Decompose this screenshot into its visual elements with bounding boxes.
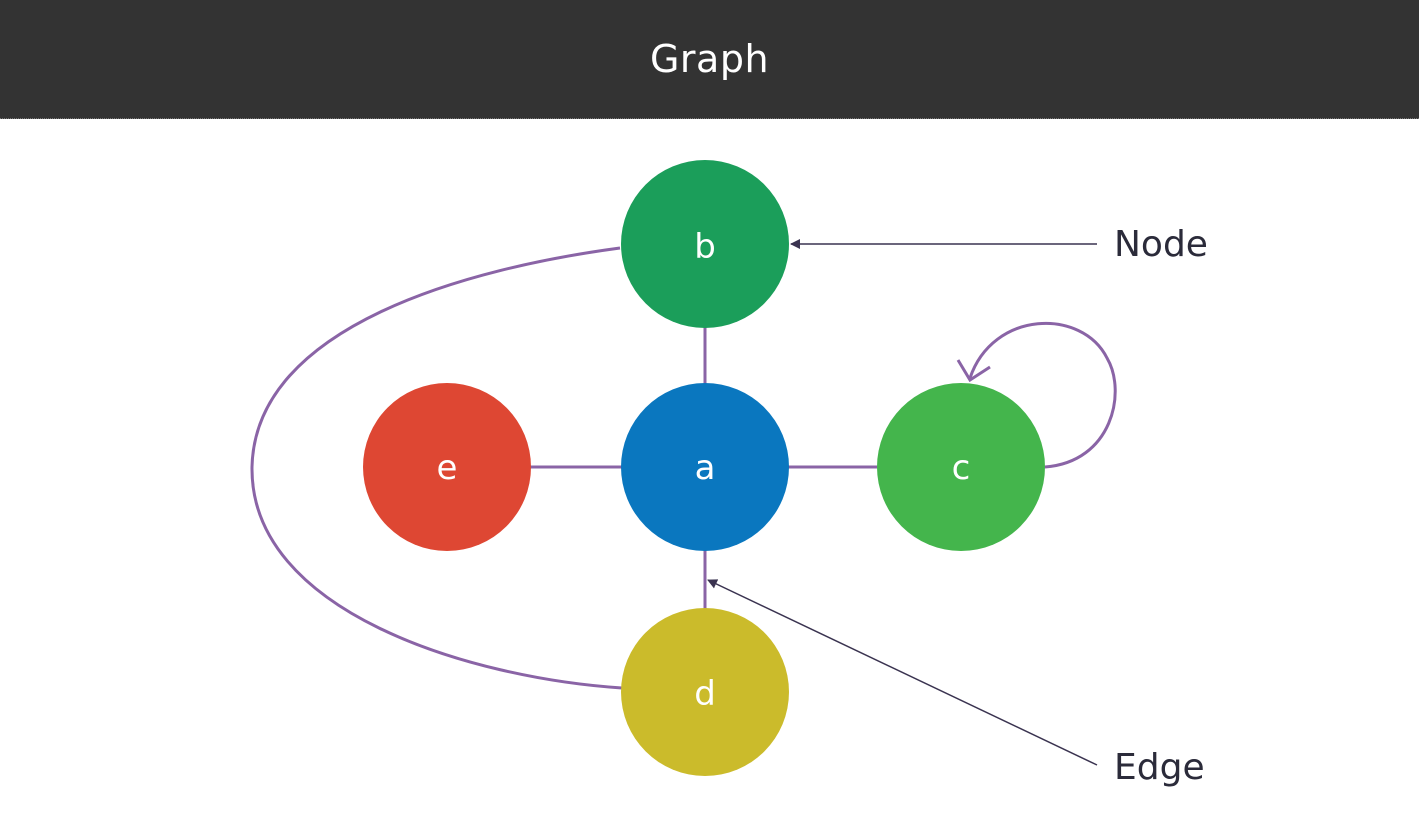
nodes-group: a b c d e [363,160,1045,776]
node-b-label: b [694,227,716,267]
edges-group [250,246,1117,690]
edge-annotation-label: Edge [1114,747,1205,788]
edge-c-c-loop [968,321,1117,469]
node-c: c [877,383,1045,551]
page-title: Graph [649,37,770,81]
edge-pointer-line [707,579,1098,766]
node-b-circle [621,160,789,328]
node-e: e [363,383,531,551]
node-a: a [621,383,789,551]
edge-b-d [250,246,623,690]
node-d-label: d [694,674,716,714]
node-e-circle [363,383,531,551]
annotations-group: Node Edge [707,224,1208,788]
node-c-circle [877,383,1045,551]
node-c-label: c [952,448,971,488]
node-a-circle [621,383,789,551]
node-d-circle [621,608,789,776]
node-e-label: e [437,448,458,488]
node-d: d [621,608,789,776]
loop-arrowhead [956,359,991,383]
node-annotation-label: Node [1114,224,1208,265]
node-a-label: a [695,448,716,488]
header-bar: Graph [0,0,1419,119]
node-b: b [621,160,789,328]
